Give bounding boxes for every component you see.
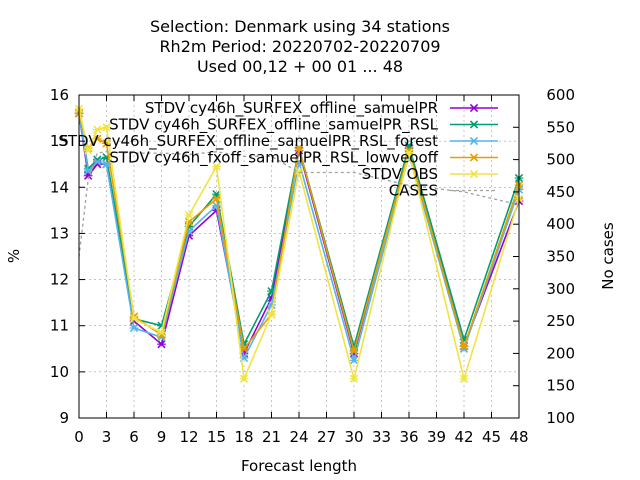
legend-label: CASES (389, 182, 438, 200)
data-point (349, 356, 359, 365)
x-tick-label: 9 (157, 428, 167, 446)
data-point (212, 194, 221, 203)
y2-tick-label: 150 (546, 377, 575, 395)
y2-axis-label: No cases (599, 222, 617, 290)
legend-marker (469, 103, 479, 113)
legend-item: STDV cy46h_SURFEX_offline_samuelPR (145, 99, 498, 118)
data-point (129, 314, 139, 323)
y2-tick-label: 550 (546, 118, 575, 136)
data-point (83, 146, 93, 155)
legend-marker (469, 169, 479, 179)
title-line-2: Rh2m Period: 20220702-20220709 (159, 37, 440, 56)
y2-tick-label: 300 (546, 280, 575, 298)
legend-marker (469, 153, 479, 162)
y-tick-label: 10 (50, 363, 69, 381)
data-point (157, 328, 166, 337)
legend-label: STDV cy46h_SURFEX_offline_samuelPR (145, 99, 438, 118)
y-tick-label: 14 (50, 178, 69, 196)
legend-label: STDV cy46h_SURFEX_offline_samuelPR_RSL (109, 116, 439, 135)
data-point (349, 346, 359, 356)
title-line-3: Used 00,12 + 00 01 ... 48 (197, 57, 403, 76)
x-tick-label: 48 (509, 428, 528, 446)
legend-item: STDV OBS (362, 165, 498, 183)
data-point (459, 342, 469, 351)
data-point (294, 166, 304, 176)
x-tick-label: 30 (344, 428, 363, 446)
x-tick-label: 15 (207, 428, 226, 446)
data-point (129, 323, 139, 333)
x-axis-label: Forecast length (241, 457, 357, 475)
y2-tick-label: 250 (546, 312, 575, 330)
legend-label: STDV OBS (362, 165, 438, 183)
data-point (349, 374, 359, 383)
data-point (294, 143, 304, 153)
data-point (239, 374, 249, 383)
x-tick-label: 33 (372, 428, 391, 446)
y-tick-label: 9 (59, 409, 69, 427)
legend-item: STDV cy46h_SURFEX_offline_samuelPR_RSL_f… (58, 132, 498, 151)
axes: 0 3 6 9 12 15 18 21 24 27 30 33 36 39 42 45 489101112131… (50, 86, 575, 446)
x-tick-label: 0 (74, 428, 84, 446)
y2-tick-label: 500 (546, 151, 575, 169)
chart-title: Selection: Denmark using 34 stations Rh2… (150, 17, 450, 76)
x-tick-label: 18 (234, 428, 253, 446)
series-layer (74, 104, 524, 383)
y-tick-label: 13 (50, 224, 69, 242)
x-tick-label: 3 (102, 428, 112, 446)
legend-marker (469, 120, 479, 129)
legend-label: STDV cy46h_SURFEX_offline_samuelPR_RSL_f… (58, 132, 438, 151)
legend-item: CASES (389, 182, 498, 200)
data-point (239, 344, 249, 353)
x-tick-label: 42 (454, 428, 473, 446)
series-5 (78, 151, 520, 257)
x-tick-label: 39 (427, 428, 446, 446)
data-point (102, 123, 111, 132)
legend-label: STDV cy46h_fxoff_samuelPR_RSL_lowveooff (109, 149, 438, 168)
y2-tick-label: 350 (546, 248, 575, 266)
y2-tick-label: 400 (546, 215, 575, 233)
x-tick-label: 45 (482, 428, 501, 446)
x-tick-label: 36 (399, 428, 418, 446)
y-axis-label: % (5, 249, 23, 263)
data-point (267, 310, 276, 319)
data-point (157, 340, 166, 349)
x-tick-label: 21 (262, 428, 281, 446)
x-tick-label: 24 (289, 428, 308, 446)
y-tick-label: 16 (50, 86, 69, 104)
x-tick-label: 6 (129, 428, 139, 446)
y-tick-label: 12 (50, 271, 69, 289)
data-point (93, 125, 102, 134)
legend-item: STDV cy46h_SURFEX_offline_samuelPR_RSL (109, 116, 498, 135)
data-point (212, 162, 221, 171)
y2-tick-label: 200 (546, 344, 575, 362)
y2-tick-label: 600 (546, 86, 575, 104)
title-line-1: Selection: Denmark using 34 stations (150, 17, 450, 36)
series-line (78, 151, 520, 257)
x-tick-label: 12 (179, 428, 198, 446)
data-point (184, 210, 194, 220)
data-point (404, 148, 414, 157)
x-tick-label: 27 (317, 428, 336, 446)
y2-tick-label: 100 (546, 409, 575, 427)
y-tick-label: 11 (50, 317, 69, 335)
data-point (459, 374, 469, 383)
y2-tick-label: 450 (546, 183, 575, 201)
legend-item: STDV cy46h_fxoff_samuelPR_RSL_lowveooff (109, 149, 498, 168)
y-tick-label: 15 (50, 132, 69, 150)
legend-marker (469, 136, 479, 146)
